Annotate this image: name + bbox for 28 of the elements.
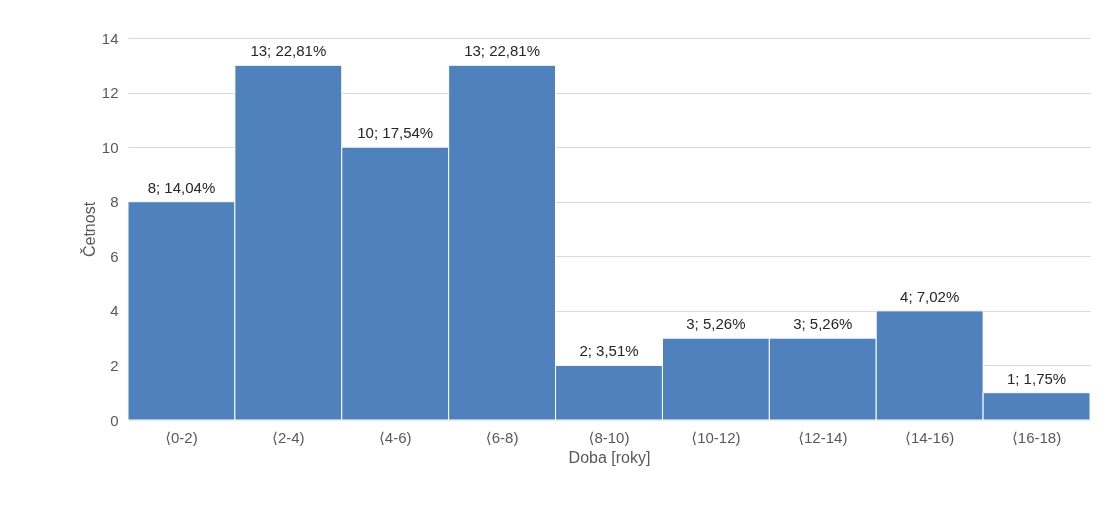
x-tick-label: ⟨2-4) [272, 428, 305, 446]
data-label: 10; 17,54% [357, 124, 434, 142]
x-tick-label: ⟨8-10) [588, 428, 630, 446]
data-label: 13; 22,81% [250, 42, 327, 60]
x-tick-label: ⟨16-18) [1011, 428, 1062, 446]
data-label: 13; 22,81% [464, 42, 541, 60]
data-label: 3; 5,26% [686, 315, 746, 333]
y-tick-label: 8 [110, 193, 119, 211]
data-label: 1; 1,75% [1006, 369, 1067, 387]
y-tick-label: 10 [101, 138, 119, 156]
y-axis-title: Četnost [79, 201, 98, 258]
x-tick-label: ⟨0-2) [165, 428, 198, 446]
x-tick-label: ⟨14-16) [905, 428, 955, 446]
x-tick-label: ⟨12-14) [798, 428, 848, 446]
y-tick-label: 2 [110, 356, 119, 374]
y-tick-label: 6 [110, 247, 119, 265]
data-label: 2; 3,51% [579, 342, 639, 360]
x-axis-title: Doba [roky] [568, 448, 651, 466]
x-tick-label: ⟨10-12) [691, 428, 741, 446]
y-tick-label: 14 [101, 29, 119, 47]
x-tick-label: ⟨4-6) [378, 428, 412, 446]
y-tick-label: 4 [110, 302, 119, 320]
x-tick-label: ⟨6-8) [485, 428, 519, 446]
y-tick-label: 12 [101, 84, 119, 102]
data-label: 4; 7,02% [900, 287, 960, 305]
data-label: 3; 5,26% [793, 315, 853, 333]
data-label: 8; 14,04% [147, 178, 216, 196]
y-tick-label: 0 [110, 411, 119, 429]
